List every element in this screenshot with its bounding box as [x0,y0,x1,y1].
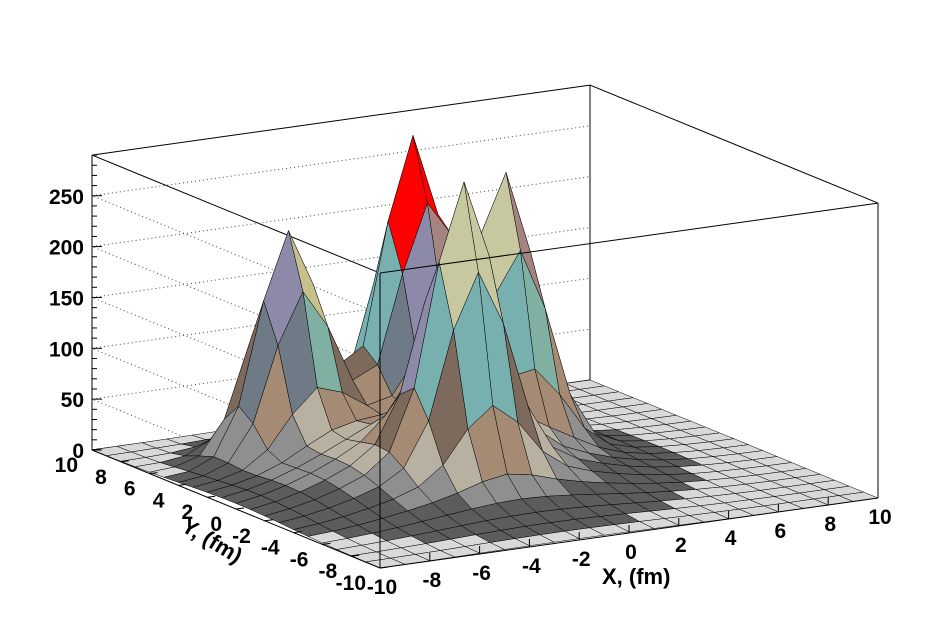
y-tick-label: -8 [319,560,338,583]
x-tick-label: -2 [572,548,591,571]
x-tick-label: -4 [522,555,541,578]
y-tick-label: -2 [232,525,251,548]
x-tick-label: -8 [422,569,441,592]
y-tick-label: 4 [153,489,165,512]
y-major-tick [293,531,302,534]
frame-edge [91,84,591,156]
x-tick-label: 4 [725,527,737,550]
x-tick-label: 10 [868,506,891,529]
frame-edge [91,154,381,274]
y-major-tick [91,448,101,451]
y-major-tick [235,507,245,510]
y-tick-label: 6 [124,478,136,501]
y-major-tick [207,495,216,498]
x-tick-label: 8 [824,513,836,536]
y-major-tick [351,554,360,557]
y-tick-label: -10 [336,572,366,595]
y-major-tick [178,483,187,486]
x-axis-title: X, (fm) [602,564,670,589]
axis-ticks [91,154,879,569]
y-tick-label: 10 [55,454,78,477]
z-tick-label: 100 [49,338,84,361]
x-tick-label: -6 [472,562,491,585]
z-tick-label: 150 [49,287,84,310]
y-tick-label: -6 [290,548,309,571]
frame-edge [379,202,879,274]
y-major-tick [149,472,158,475]
y-major-tick [264,519,273,522]
x-tick-label: 0 [625,541,637,564]
frame-edge [589,84,879,204]
y-tick-label: 2 [182,501,194,524]
y-major-tick [379,566,389,569]
y-major-tick [322,542,331,545]
x-tick-label: -10 [367,576,397,599]
z-tick-label: 250 [49,186,84,209]
z-tick-label: 0 [72,440,84,463]
z-tick-label: 200 [49,237,84,260]
y-tick-label: -4 [261,537,280,560]
y-major-tick [120,460,129,463]
surface-mesh [91,135,879,569]
y-tick-label: 0 [210,513,222,536]
x-tick-label: 6 [775,520,787,543]
z-tick-label: 50 [61,389,84,412]
y-tick-label: 8 [95,466,107,489]
x-tick-label: 2 [675,534,687,557]
z-gridline [91,195,381,315]
